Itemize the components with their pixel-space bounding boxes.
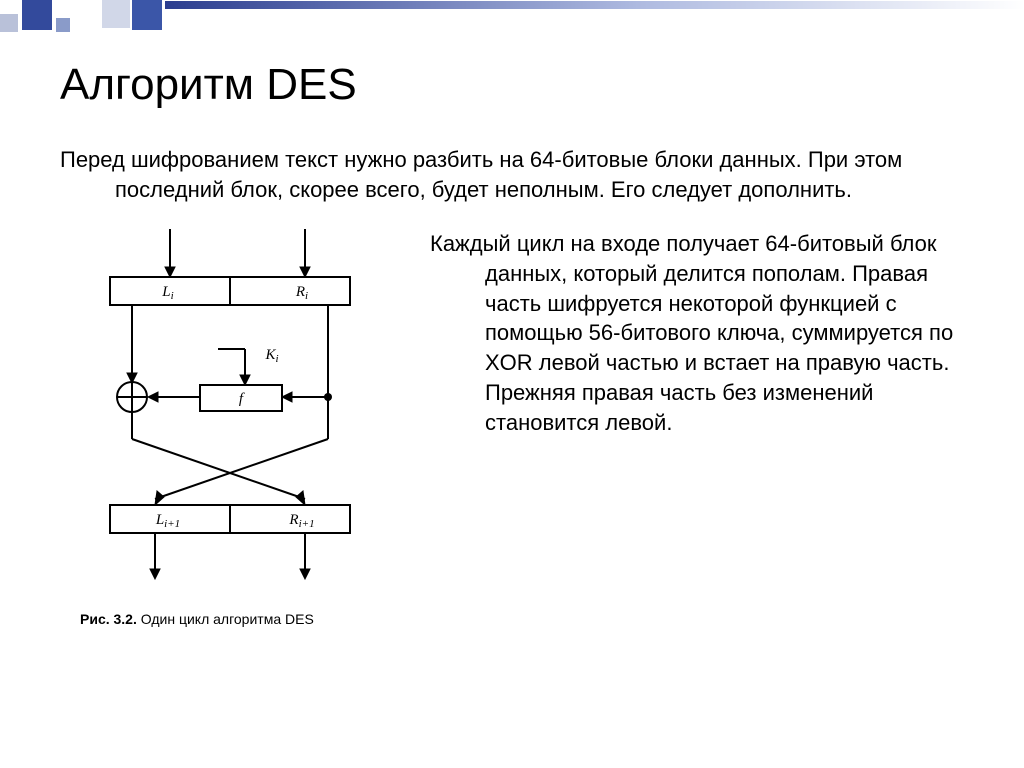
decoration-square bbox=[102, 0, 130, 28]
decoration-square bbox=[56, 18, 70, 32]
decoration-square bbox=[0, 14, 18, 32]
side-text: Каждый цикл на входе получает 64-битовый… bbox=[430, 229, 984, 627]
decoration-square bbox=[22, 0, 52, 30]
main-row: Li Ri Ki bbox=[60, 229, 984, 627]
header-decoration bbox=[0, 0, 1024, 32]
intro-text: Перед шифрованием текст нужно разбить на… bbox=[60, 145, 940, 204]
diagram-column: Li Ri Ki bbox=[60, 229, 400, 627]
diagram-caption: Рис. 3.2. Один цикл алгоритма DES bbox=[80, 611, 400, 627]
decoration-square bbox=[132, 0, 162, 30]
des-round-diagram: Li Ri Ki bbox=[70, 229, 390, 609]
svg-text:Ki: Ki bbox=[264, 347, 278, 365]
page-title: Алгоритм DES bbox=[60, 60, 984, 110]
